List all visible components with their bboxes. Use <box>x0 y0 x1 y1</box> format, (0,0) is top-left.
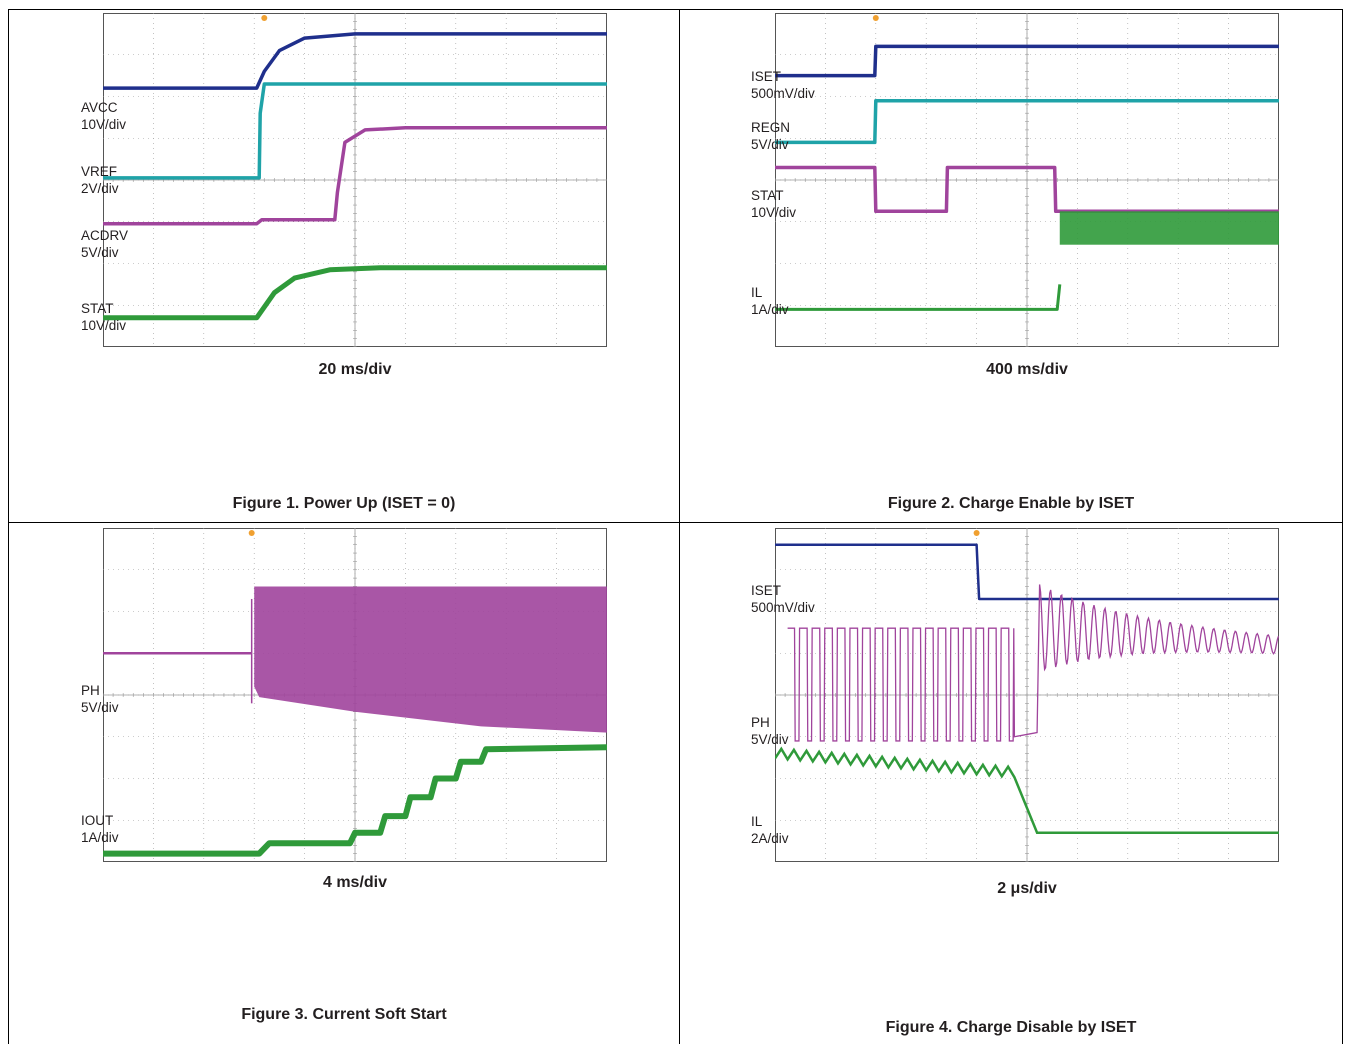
figure-cell-2 <box>679 9 1343 523</box>
channel-label-il: IL 1A/div <box>751 285 789 317</box>
trace-iout <box>103 744 607 857</box>
trace-regn <box>775 98 1279 145</box>
scope-plot-1 <box>103 13 607 347</box>
trace-stat <box>775 165 1279 214</box>
scope-figure-1 <box>103 13 607 347</box>
scope-plot-4 <box>775 528 1279 862</box>
figure-cell-4 <box>679 522 1343 1044</box>
channel-label-iset: ISET 500mV/div <box>751 69 815 101</box>
trace-il-envelope <box>1059 211 1279 245</box>
trigger-marker <box>872 15 879 21</box>
channel-label-ph: PH 5V/div <box>751 715 789 747</box>
trace-ph-envelope <box>254 586 607 733</box>
trigger-marker <box>248 530 255 536</box>
trace-stat <box>103 265 607 321</box>
figure-cell-1 <box>8 9 680 523</box>
channel-label-il: IL 2A/div <box>751 814 789 846</box>
trace-iset <box>775 543 1279 601</box>
channel-label-vref: VREF 2V/div <box>81 164 119 196</box>
trace-ph <box>787 584 1279 742</box>
scope-grid <box>775 528 1279 862</box>
trace-iset <box>775 44 1279 78</box>
channel-label-iout: IOUT 1A/div <box>81 813 119 845</box>
channel-label-acdrv: ACDRV 5V/div <box>81 228 129 260</box>
scope-grid <box>103 13 607 347</box>
channel-label-iset: ISET 500mV/div <box>751 583 815 615</box>
trace-avcc <box>103 32 607 90</box>
trace-vref <box>103 82 607 180</box>
channel-label-ph: PH 5V/div <box>81 683 119 715</box>
scope-figure-4 <box>775 528 1279 862</box>
scope-grid <box>775 13 1279 347</box>
figure-caption-1: Figure 1. Power Up (ISET = 0) <box>232 495 456 512</box>
timebase-label-2: 400 ms/div <box>986 361 1068 378</box>
trace-il <box>775 746 1279 835</box>
trigger-marker <box>261 15 268 21</box>
scope-figure-3 <box>103 528 607 862</box>
channel-label-avcc: AVCC 10V/div <box>81 100 127 132</box>
figure-caption-4: Figure 4. Charge Disable by ISET <box>885 1019 1137 1036</box>
scope-plot-3 <box>103 528 607 862</box>
channel-label-stat: STAT 10V/div <box>81 301 127 333</box>
timebase-label-3: 4 ms/div <box>322 874 388 891</box>
timebase-label-1: 20 ms/div <box>318 361 392 378</box>
trigger-marker <box>973 530 980 536</box>
scope-plot-2 <box>775 13 1279 347</box>
figure-caption-2: Figure 2. Charge Enable by ISET <box>887 495 1135 512</box>
scope-figure-2 <box>775 13 1279 347</box>
figure-caption-3: Figure 3. Current Soft Start <box>241 1006 447 1023</box>
timebase-label-4: 2 μs/div <box>997 880 1057 897</box>
channel-label-stat: STAT 10V/div <box>751 188 797 220</box>
figure-cell-3 <box>8 522 680 1044</box>
trace-il <box>775 284 1062 311</box>
channel-label-regn: REGN 5V/div <box>751 120 791 152</box>
trace-acdrv <box>103 126 607 226</box>
